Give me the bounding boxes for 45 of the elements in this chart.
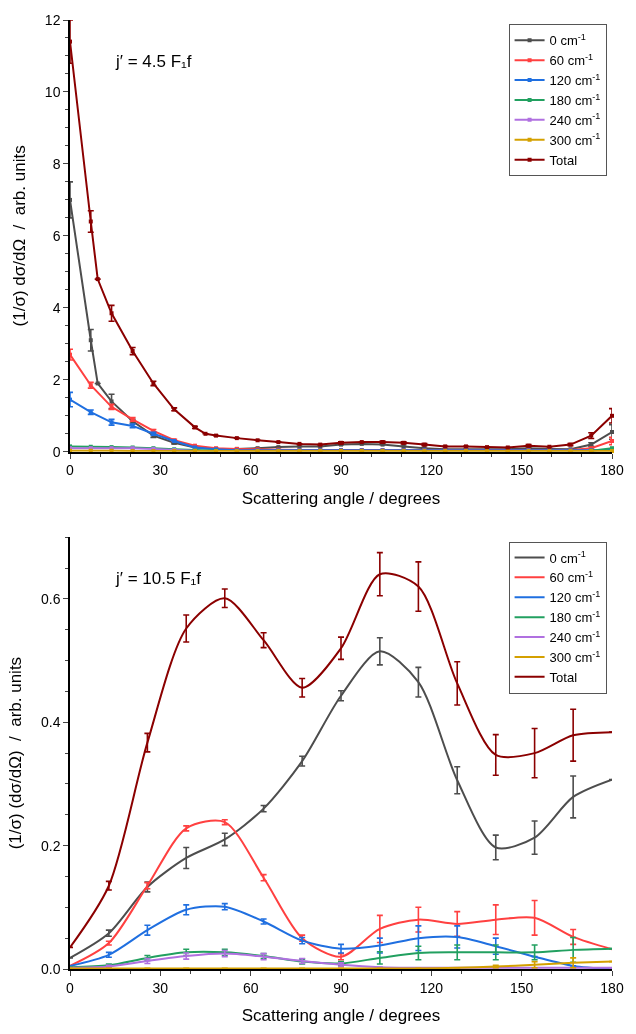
legend-label: 180 cm$^{-1}$	[549, 608, 601, 626]
y-tick-label: 0.6	[40, 590, 61, 607]
y-tick-label: 8	[52, 155, 61, 172]
x-tick-label: 150	[509, 462, 534, 479]
legend-label: 0 cm$^{-1}$	[549, 31, 586, 49]
legend-label: 60 cm$^{-1}$	[549, 568, 594, 586]
x-tick-label: 60	[242, 979, 259, 996]
y-tick-label: 4	[52, 299, 61, 316]
x-tick-label: 0	[66, 979, 75, 996]
legend-label: 240 cm$^{-1}$	[549, 111, 601, 128]
y-tick-label: 0.2	[40, 837, 61, 854]
x-tick-label: 90	[333, 462, 349, 479]
x-tick-label: 180	[600, 462, 624, 479]
y-tick-label: 0.4	[40, 714, 61, 731]
legend-label: 300 cm$^{-1}$	[549, 648, 601, 666]
legend-label: Total	[549, 669, 578, 685]
legend-label: 120 cm$^{-1}$	[549, 71, 601, 89]
legend-label: 240 cm$^{-1}$	[549, 628, 601, 646]
legend-label: 180 cm$^{-1}$	[549, 91, 601, 109]
y-axis-title: (1/σ) dσ/dΩ / arb. units	[9, 145, 29, 327]
x-tick-label: 30	[152, 462, 169, 479]
legend-label: 0 cm$^{-1}$	[549, 549, 586, 566]
annotation: j′ = 10.5 F₁f	[115, 569, 202, 588]
y-axis-title: (1/σ) (dσ/dΩ) / arb. units	[6, 656, 26, 850]
y-tick-label: 0	[52, 443, 61, 460]
x-tick-label: 120	[419, 979, 444, 996]
y-tick-label: 12	[44, 11, 61, 28]
x-tick-label: 30	[152, 979, 169, 996]
x-tick-label: 150	[509, 979, 534, 996]
annotation: j′ = 4.5 F₁f	[115, 52, 192, 71]
x-tick-label: 180	[600, 979, 624, 996]
legend-label: 120 cm$^{-1}$	[549, 588, 601, 606]
x-axis-title: Scattering angle / degrees	[241, 489, 441, 509]
x-tick-label: 60	[242, 462, 259, 479]
y-tick-label: 0.0	[40, 960, 61, 977]
legend-label: 300 cm$^{-1}$	[549, 131, 601, 148]
legend-label: 60 cm$^{-1}$	[549, 51, 594, 69]
x-tick-label: 0	[66, 462, 75, 479]
y-tick-label: 2	[52, 371, 61, 388]
x-tick-label: 90	[333, 979, 349, 996]
y-tick-label: 10	[44, 83, 61, 100]
x-tick-label: 120	[419, 462, 444, 479]
y-tick-label: 6	[52, 227, 61, 244]
legend-label: Total	[549, 152, 578, 168]
x-axis-title: Scattering angle / degrees	[241, 1006, 441, 1026]
